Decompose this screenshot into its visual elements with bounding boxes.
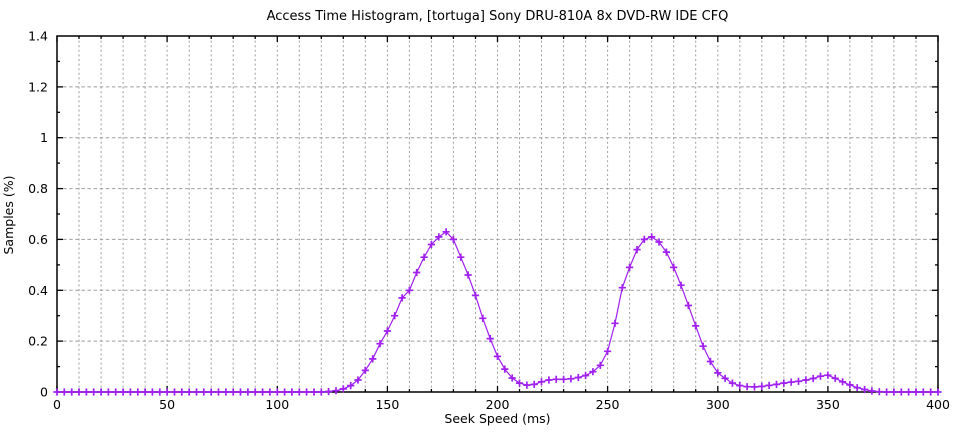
svg-text:0.4: 0.4 — [28, 283, 48, 298]
svg-text:150: 150 — [375, 397, 399, 412]
svg-text:0: 0 — [53, 397, 61, 412]
svg-text:350: 350 — [816, 397, 840, 412]
svg-text:0.8: 0.8 — [28, 181, 48, 196]
svg-text:250: 250 — [596, 397, 620, 412]
chart-title: Access Time Histogram, [tortuga] Sony DR… — [266, 9, 729, 24]
svg-text:0: 0 — [40, 385, 48, 400]
svg-text:50: 50 — [159, 397, 175, 412]
svg-text:200: 200 — [486, 397, 510, 412]
y-axis-label: Samples (%) — [1, 175, 16, 255]
x-axis-label: Seek Speed (ms) — [444, 411, 551, 426]
svg-text:1: 1 — [40, 130, 48, 145]
svg-text:400: 400 — [926, 397, 950, 412]
svg-text:100: 100 — [265, 397, 289, 412]
svg-text:0.6: 0.6 — [28, 232, 48, 247]
svg-text:300: 300 — [706, 397, 730, 412]
svg-text:0.2: 0.2 — [28, 334, 48, 349]
svg-text:1.4: 1.4 — [28, 29, 48, 44]
svg-text:1.2: 1.2 — [28, 79, 48, 94]
